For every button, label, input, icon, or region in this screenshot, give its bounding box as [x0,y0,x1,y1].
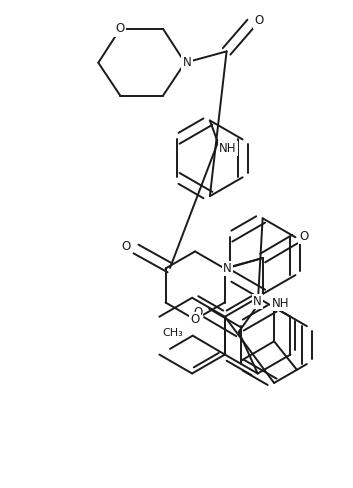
Text: O: O [121,241,131,253]
Text: N: N [253,295,262,308]
Text: NH: NH [219,142,237,155]
Text: N: N [223,262,232,275]
Text: O: O [193,306,202,320]
Text: N: N [183,56,191,69]
Text: O: O [255,15,264,27]
Text: O: O [190,313,200,326]
Text: O: O [115,22,125,35]
Text: CH₃: CH₃ [162,327,183,338]
Text: NH: NH [271,297,289,310]
Text: O: O [299,230,309,243]
